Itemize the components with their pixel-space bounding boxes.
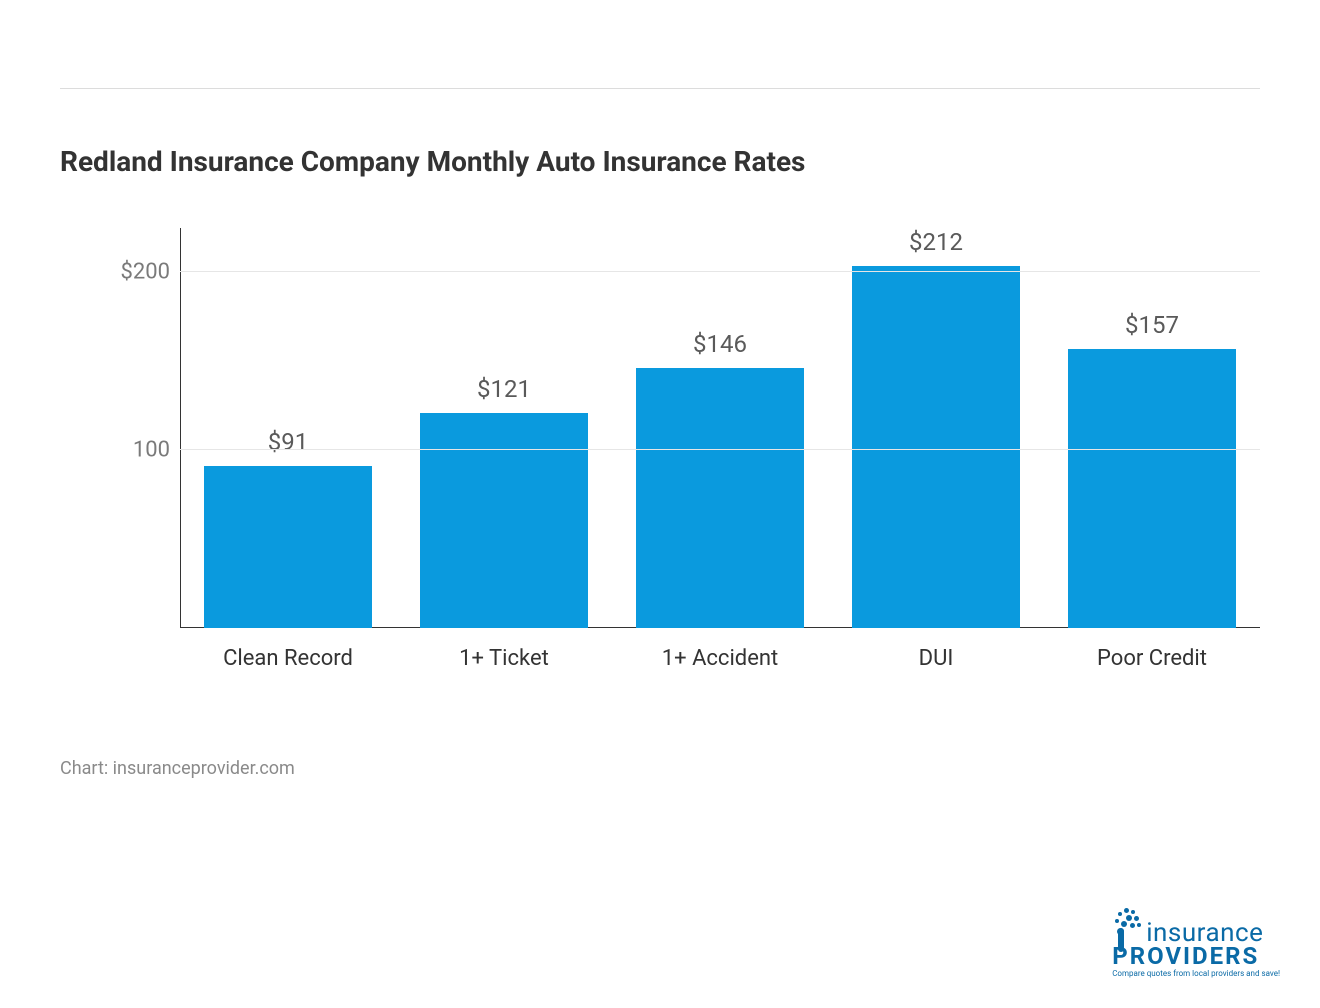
gridline	[180, 449, 1260, 450]
bar-chart: $91Clean Record$1211+ Ticket$1461+ Accid…	[110, 228, 1260, 678]
bar-value-label: $91	[268, 428, 308, 456]
bar-slot: $1211+ Ticket	[396, 228, 612, 628]
x-tick-label: 1+ Ticket	[459, 646, 549, 671]
brand-logo: insurance PROVIDERS Compare quotes from …	[1112, 906, 1280, 978]
bar-value-label: $146	[693, 330, 747, 358]
x-tick-label: 1+ Accident	[662, 646, 778, 671]
bar-slot: $1461+ Accident	[612, 228, 828, 628]
logo-word-insurance: insurance	[1146, 920, 1263, 946]
x-tick-label: Poor Credit	[1097, 646, 1207, 671]
gridline	[180, 271, 1260, 272]
chart-attribution: Chart: insuranceprovider.com	[60, 758, 1260, 779]
logo-tagline: Compare quotes from local providers and …	[1112, 970, 1280, 978]
bar-slot: $212DUI	[828, 228, 1044, 628]
bar	[1068, 349, 1236, 628]
bar-slot: $91Clean Record	[180, 228, 396, 628]
x-tick-label: DUI	[919, 646, 954, 671]
chart-title: Redland Insurance Company Monthly Auto I…	[60, 145, 1260, 178]
bars-container: $91Clean Record$1211+ Ticket$1461+ Accid…	[180, 228, 1260, 628]
bar	[204, 466, 372, 628]
bar-value-label: $157	[1125, 311, 1179, 339]
bar	[852, 266, 1020, 628]
x-tick-label: Clean Record	[223, 646, 353, 671]
logo-dots-icon	[1112, 906, 1142, 946]
y-tick-label: 100	[133, 438, 170, 463]
bar-slot: $157Poor Credit	[1044, 228, 1260, 628]
logo-word-providers: PROVIDERS	[1112, 944, 1280, 968]
top-divider	[60, 88, 1260, 89]
bar	[636, 368, 804, 628]
y-tick-label: $200	[121, 260, 170, 285]
bar-value-label: $212	[909, 228, 963, 256]
bar	[420, 413, 588, 628]
bar-value-label: $121	[477, 375, 531, 403]
